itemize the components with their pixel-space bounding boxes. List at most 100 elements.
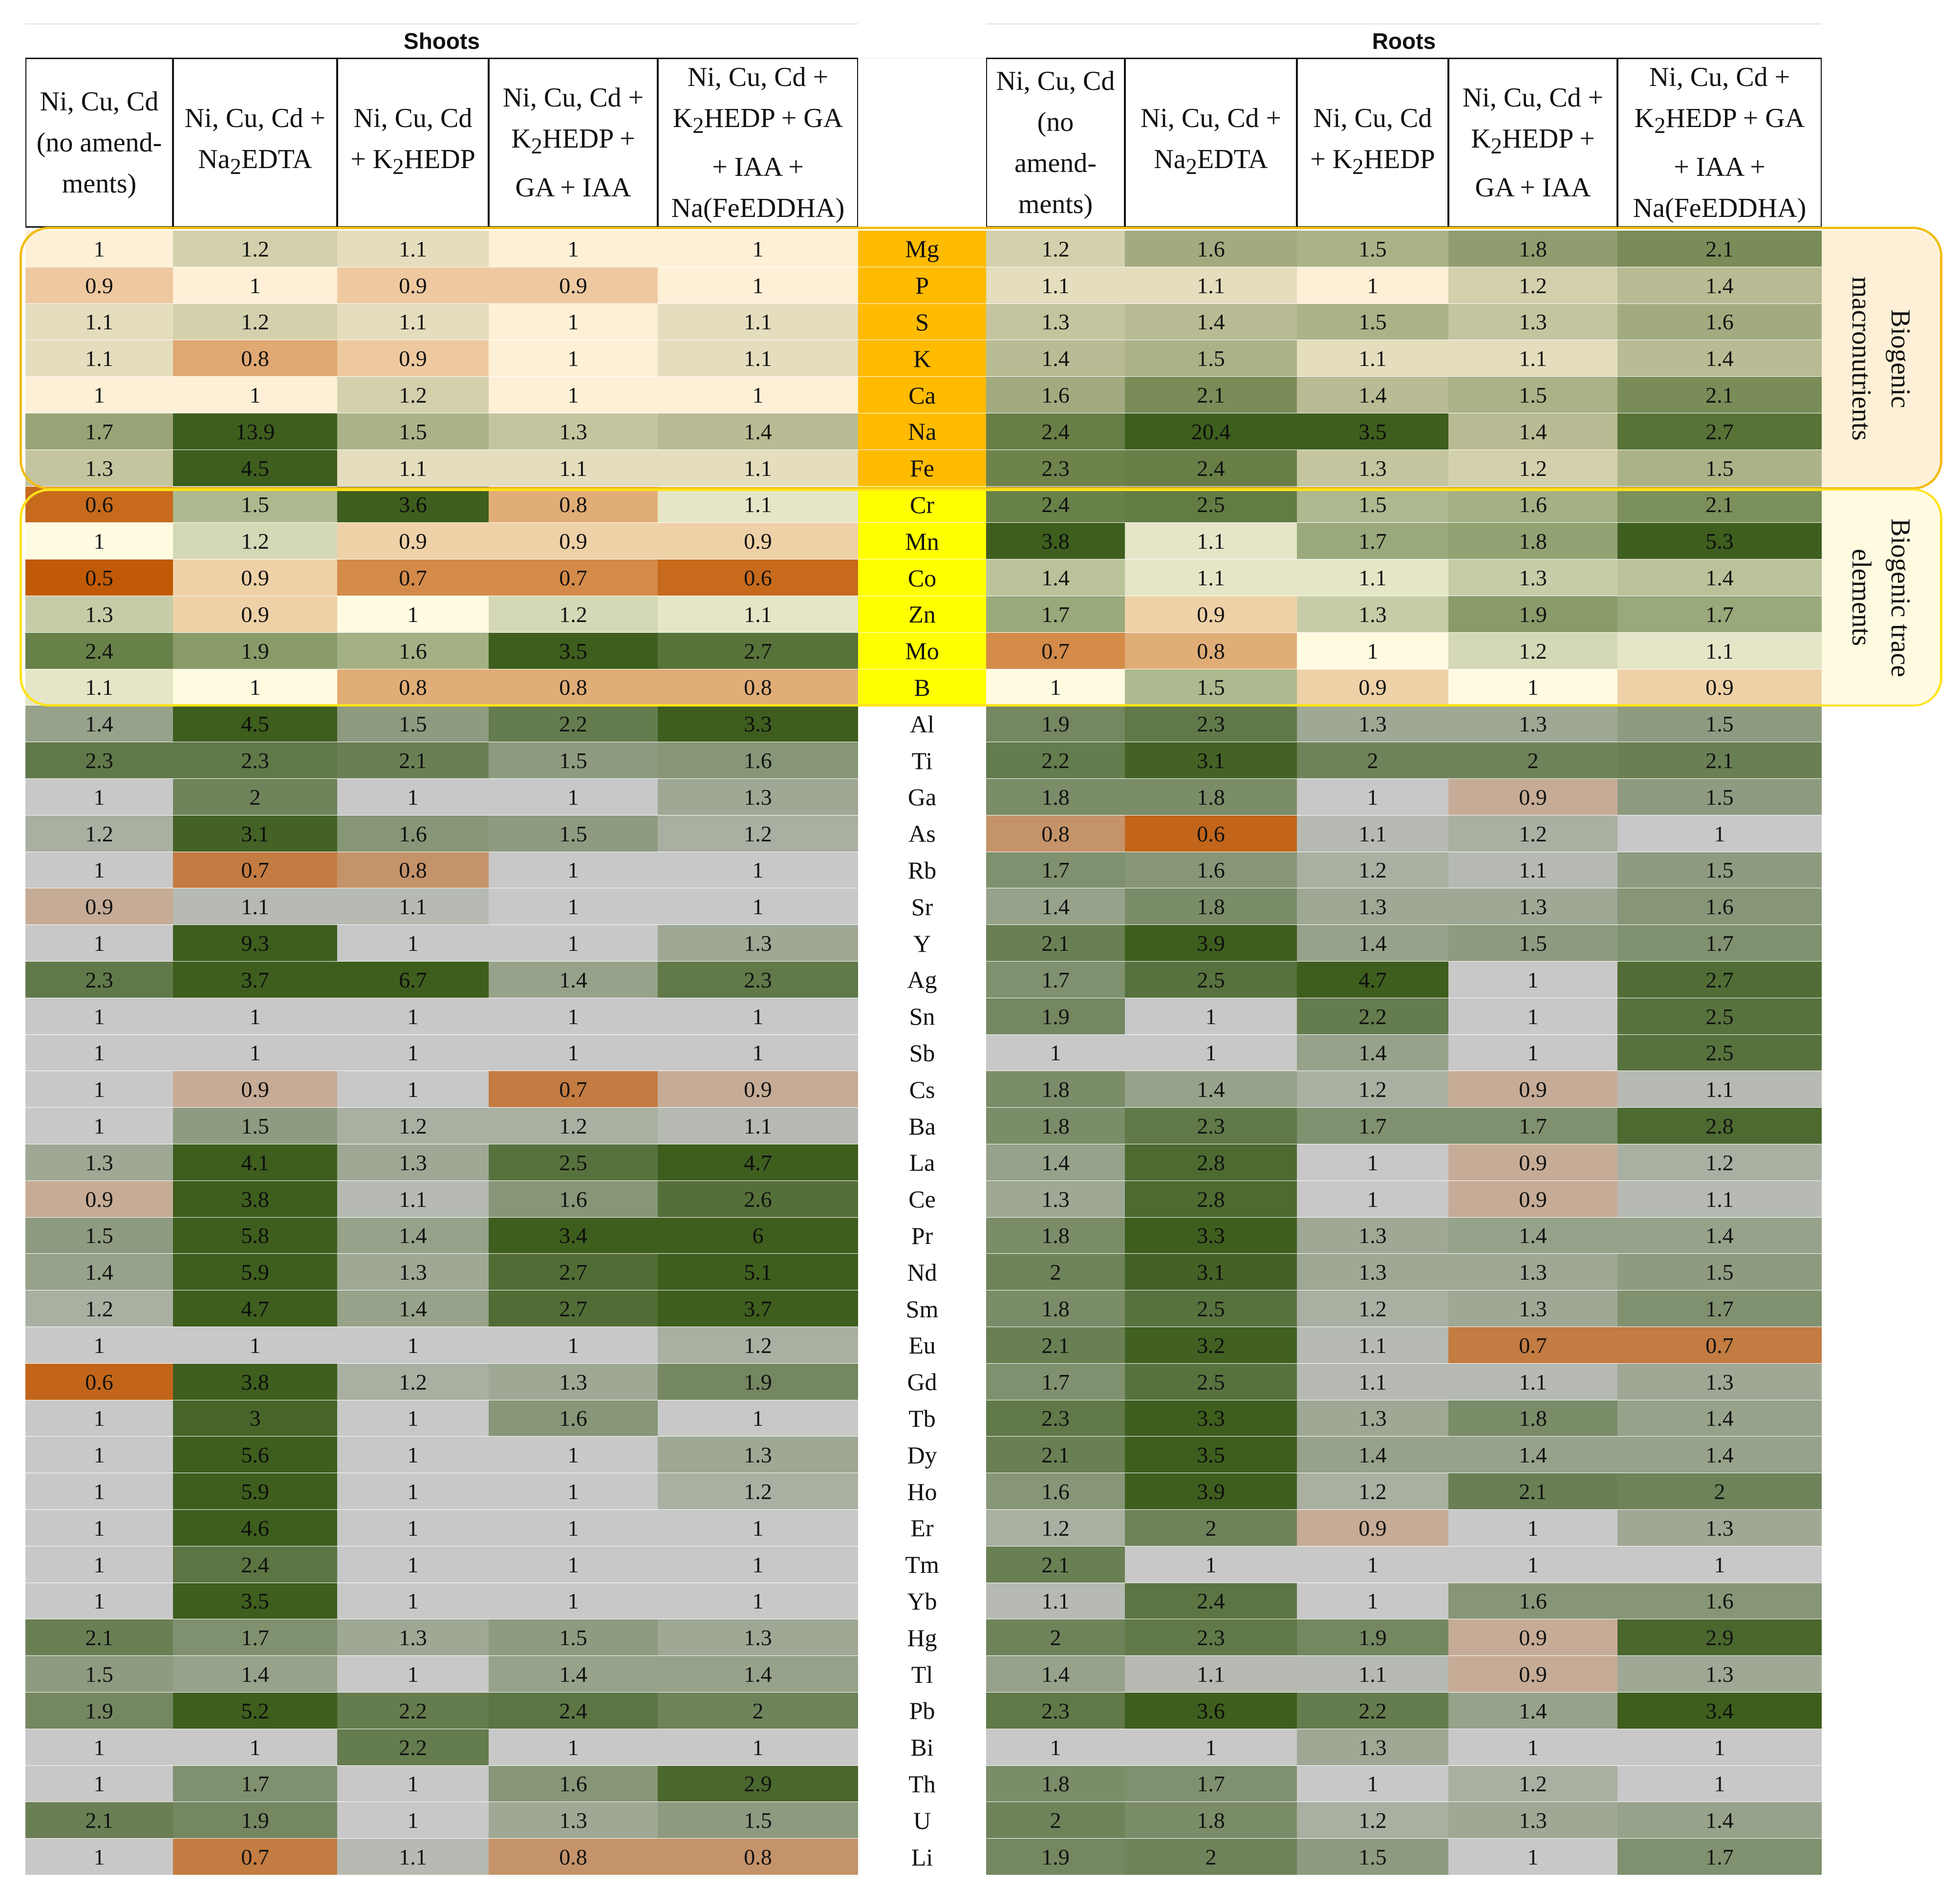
roots-value-cell: 1	[1297, 1180, 1448, 1218]
roots-value-cell: 1.3	[1297, 1254, 1448, 1291]
roots-value-cell: 1.7	[1617, 925, 1822, 962]
roots-value-cell: 1.7	[986, 1363, 1125, 1400]
roots-value-cell: 2.1	[986, 925, 1125, 962]
roots-value-cell: 1.4	[986, 559, 1125, 596]
roots-value-cell: 1.3	[1297, 596, 1448, 633]
roots-value-cell: 2.9	[1617, 1619, 1822, 1656]
shoots-value-cell: 1	[173, 267, 337, 304]
roots-value-cell: 1.4	[986, 1656, 1125, 1693]
element-label: Sr	[858, 888, 986, 925]
roots-value-cell: 0.7	[1617, 1327, 1822, 1364]
shoots-value-cell: 1.3	[25, 1144, 173, 1181]
shoots-value-cell: 1.3	[25, 450, 173, 487]
shoots-value-cell: 2.9	[658, 1765, 858, 1802]
roots-value-cell: 1.2	[986, 1510, 1125, 1546]
shoots-value-cell: 1.2	[337, 1108, 489, 1144]
roots-value-cell: 1.1	[1297, 815, 1448, 852]
roots-value-cell: 1.8	[986, 1071, 1125, 1108]
shoots-value-cell: 1	[658, 1400, 858, 1437]
roots-value-cell: 1.8	[1125, 888, 1297, 925]
shoots-value-cell: 1	[25, 523, 173, 560]
shoots-value-cell: 1	[25, 1071, 173, 1108]
element-label: Sn	[858, 998, 986, 1035]
shoots-value-cell: 1	[25, 1473, 173, 1510]
roots-value-cell: 2	[986, 1619, 1125, 1656]
roots-value-cell: 1	[1297, 779, 1448, 815]
roots-value-cell: 1.2	[1448, 1765, 1617, 1802]
shoots-value-cell: 1.3	[337, 1254, 489, 1291]
shoots-value-cell: 2.2	[337, 1729, 489, 1766]
shoots-value-cell: 0.8	[658, 669, 858, 706]
shoots-value-cell: 1	[337, 1327, 489, 1364]
roots-value-cell: 2.5	[1125, 1363, 1297, 1400]
roots-value-cell: 1.4	[1297, 925, 1448, 962]
roots-value-cell: 1	[1617, 815, 1822, 852]
shoots-value-cell: 13.9	[173, 413, 337, 450]
element-label: Ti	[858, 742, 986, 779]
roots-value-cell: 1.7	[1125, 1765, 1297, 1802]
shoots-value-cell: 2.4	[25, 632, 173, 669]
shoots-value-cell: 1	[25, 925, 173, 962]
shoots-value-cell: 4.7	[658, 1144, 858, 1181]
shoots-value-cell: 2.1	[25, 1802, 173, 1839]
roots-value-cell: 0.9	[1448, 1619, 1617, 1656]
shoots-value-cell: 1	[337, 925, 489, 962]
shoots-value-cell: 1.2	[489, 1108, 658, 1144]
shoots-value-cell: 0.7	[489, 559, 658, 596]
roots-value-cell: 1.8	[986, 1765, 1125, 1802]
element-label: P	[858, 267, 986, 304]
roots-value-cell: 2.3	[1125, 1619, 1297, 1656]
element-label: Y	[858, 925, 986, 962]
roots-value-cell: 1	[1297, 1583, 1448, 1620]
shoots-value-cell: 1	[337, 1437, 489, 1474]
roots-value-cell: 1.8	[986, 1217, 1125, 1254]
roots-value-cell: 0.8	[1125, 632, 1297, 669]
shoots-value-cell: 1	[173, 1327, 337, 1364]
roots-value-cell: 1.3	[1297, 1400, 1448, 1437]
shoots-value-cell: 1.4	[489, 1656, 658, 1693]
shoots-value-cell: 6.7	[337, 962, 489, 998]
roots-value-cell: 1.4	[1448, 413, 1617, 450]
roots-value-cell: 3.1	[1125, 1254, 1297, 1291]
shoots-value-cell: 1.4	[173, 1656, 337, 1693]
roots-value-cell: 2.8	[1125, 1144, 1297, 1181]
shoots-value-cell: 1.6	[489, 1180, 658, 1218]
shoots-value-cell: 1.6	[337, 632, 489, 669]
roots-value-cell: 2.5	[1125, 486, 1297, 523]
shoots-value-cell: 4.6	[173, 1510, 337, 1546]
shoots-value-cell: 1	[489, 1327, 658, 1364]
roots-value-cell: 1.2	[1448, 267, 1617, 304]
roots-value-cell: 2.1	[1617, 231, 1822, 267]
shoots-value-cell: 0.9	[25, 267, 173, 304]
roots-value-cell: 1.3	[1448, 1290, 1617, 1327]
shoots-value-cell: 1.5	[173, 1108, 337, 1144]
roots-value-cell: 1.3	[1448, 559, 1617, 596]
roots-value-cell: 1.9	[986, 998, 1125, 1035]
element-label: Er	[858, 1510, 986, 1546]
roots-value-cell: 1.3	[1297, 450, 1448, 487]
roots-value-cell: 1.6	[1448, 486, 1617, 523]
roots-value-cell: 1	[1297, 1765, 1448, 1802]
shoots-value-cell: 1.6	[489, 1765, 658, 1802]
element-label: Na	[858, 413, 986, 450]
roots-value-cell: 1.4	[1297, 377, 1448, 413]
shoots-value-cell: 0.9	[337, 523, 489, 560]
shoots-value-cell: 6	[658, 1217, 858, 1254]
roots-value-cell: 2.3	[986, 1400, 1125, 1437]
shoots-value-cell: 1.5	[489, 1619, 658, 1656]
roots-value-cell: 1.6	[1448, 1583, 1617, 1620]
shoots-value-cell: 1	[489, 925, 658, 962]
element-label: Pr	[858, 1217, 986, 1254]
shoots-value-cell: 1	[489, 779, 658, 815]
shoots-value-cell: 5.9	[173, 1254, 337, 1291]
roots-value-cell: 2	[986, 1802, 1125, 1839]
roots-value-cell: 1	[1297, 1144, 1448, 1181]
shoots-value-cell: 1.4	[25, 1254, 173, 1291]
roots-value-cell: 3.6	[1125, 1693, 1297, 1729]
roots-value-cell: 3.1	[1125, 742, 1297, 779]
shoots-value-cell: 1	[337, 1400, 489, 1437]
shoots-col-header-2: Ni, Cu, Cd + Na2EDTA	[173, 58, 337, 228]
roots-value-cell: 1.4	[1448, 1217, 1617, 1254]
shoots-value-cell: 0.9	[489, 523, 658, 560]
roots-value-cell: 1.9	[1297, 1619, 1448, 1656]
